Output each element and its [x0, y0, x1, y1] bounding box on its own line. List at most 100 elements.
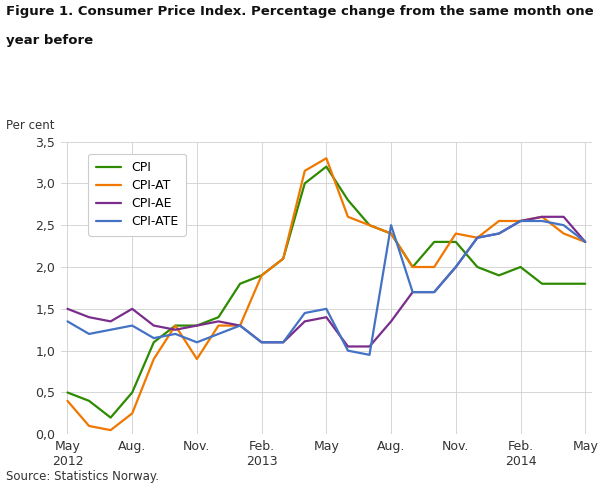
CPI-AE [452, 264, 459, 270]
CPI-ATE [129, 323, 136, 328]
CPI-AT [495, 218, 503, 224]
CPI-AE [581, 239, 589, 245]
Text: Source: Statistics Norway.: Source: Statistics Norway. [6, 470, 159, 483]
CPI-AE [366, 344, 373, 349]
CPI-AE [474, 235, 481, 241]
CPI-AT [539, 214, 546, 220]
CPI [539, 281, 546, 286]
CPI-AT [581, 239, 589, 245]
CPI-ATE [431, 289, 438, 295]
CPI-AE [193, 323, 201, 328]
CPI [193, 323, 201, 328]
CPI-AE [560, 214, 567, 220]
CPI-AT [431, 264, 438, 270]
Text: Figure 1. Consumer Price Index. Percentage change from the same month one: Figure 1. Consumer Price Index. Percenta… [6, 5, 594, 18]
CPI-ATE [366, 352, 373, 358]
Line: CPI-AE: CPI-AE [68, 217, 585, 346]
CPI-AE [323, 314, 330, 320]
CPI-ATE [560, 222, 567, 228]
CPI-AE [495, 231, 503, 237]
CPI-AE [279, 339, 287, 345]
CPI-AE [431, 289, 438, 295]
CPI [301, 181, 309, 186]
CPI-AE [150, 323, 157, 328]
CPI-AT [323, 155, 330, 161]
Legend: CPI, CPI-AT, CPI-AE, CPI-ATE: CPI, CPI-AT, CPI-AE, CPI-ATE [88, 154, 185, 236]
CPI-ATE [387, 222, 395, 228]
CPI-AT [366, 222, 373, 228]
CPI-ATE [344, 348, 351, 354]
Line: CPI-ATE: CPI-ATE [68, 221, 585, 355]
CPI-ATE [581, 239, 589, 245]
CPI-ATE [452, 264, 459, 270]
CPI-AE [387, 319, 395, 325]
CPI [366, 222, 373, 228]
CPI-ATE [301, 310, 309, 316]
CPI-AE [64, 306, 71, 312]
Text: Per cent: Per cent [6, 119, 55, 132]
CPI-AT [474, 235, 481, 241]
CPI [85, 398, 93, 404]
CPI [279, 256, 287, 262]
CPI-ATE [495, 231, 503, 237]
CPI-AT [171, 323, 179, 328]
CPI-AT [301, 168, 309, 174]
CPI-ATE [193, 339, 201, 345]
CPI [517, 264, 524, 270]
CPI [560, 281, 567, 286]
CPI-AT [150, 356, 157, 362]
CPI [323, 163, 330, 169]
CPI [495, 272, 503, 278]
CPI-AT [560, 231, 567, 237]
CPI-ATE [171, 331, 179, 337]
CPI-AT [409, 264, 416, 270]
CPI-AT [279, 256, 287, 262]
CPI [581, 281, 589, 286]
CPI-AT [517, 218, 524, 224]
CPI [387, 231, 395, 237]
CPI [107, 415, 114, 421]
CPI-ATE [237, 323, 244, 328]
CPI-ATE [150, 335, 157, 341]
CPI [215, 314, 222, 320]
CPI [431, 239, 438, 245]
CPI [171, 323, 179, 328]
CPI-AE [409, 289, 416, 295]
CPI-ATE [64, 319, 71, 325]
CPI-AE [344, 344, 351, 349]
CPI-AE [539, 214, 546, 220]
Text: year before: year before [6, 34, 93, 47]
Line: CPI-AT: CPI-AT [68, 158, 585, 430]
CPI-ATE [474, 235, 481, 241]
CPI-AT [64, 398, 71, 404]
CPI-AT [237, 323, 244, 328]
CPI-AE [517, 218, 524, 224]
CPI-ATE [323, 306, 330, 312]
CPI-ATE [539, 218, 546, 224]
CPI-AE [85, 314, 93, 320]
CPI-AE [237, 323, 244, 328]
CPI-AE [107, 319, 114, 325]
CPI [474, 264, 481, 270]
CPI [150, 339, 157, 345]
CPI-AT [193, 356, 201, 362]
CPI-ATE [85, 331, 93, 337]
CPI [344, 197, 351, 203]
CPI-ATE [258, 339, 265, 345]
CPI-AE [129, 306, 136, 312]
CPI-AT [344, 214, 351, 220]
CPI-AE [215, 319, 222, 325]
CPI-ATE [107, 327, 114, 333]
CPI-ATE [517, 218, 524, 224]
CPI-AT [107, 427, 114, 433]
CPI [237, 281, 244, 286]
CPI [258, 272, 265, 278]
CPI-AT [215, 323, 222, 328]
Line: CPI: CPI [68, 166, 585, 418]
CPI-AT [85, 423, 93, 429]
CPI-AT [258, 272, 265, 278]
CPI-AE [171, 327, 179, 333]
CPI-AT [129, 410, 136, 416]
CPI-ATE [215, 331, 222, 337]
CPI-ATE [409, 289, 416, 295]
